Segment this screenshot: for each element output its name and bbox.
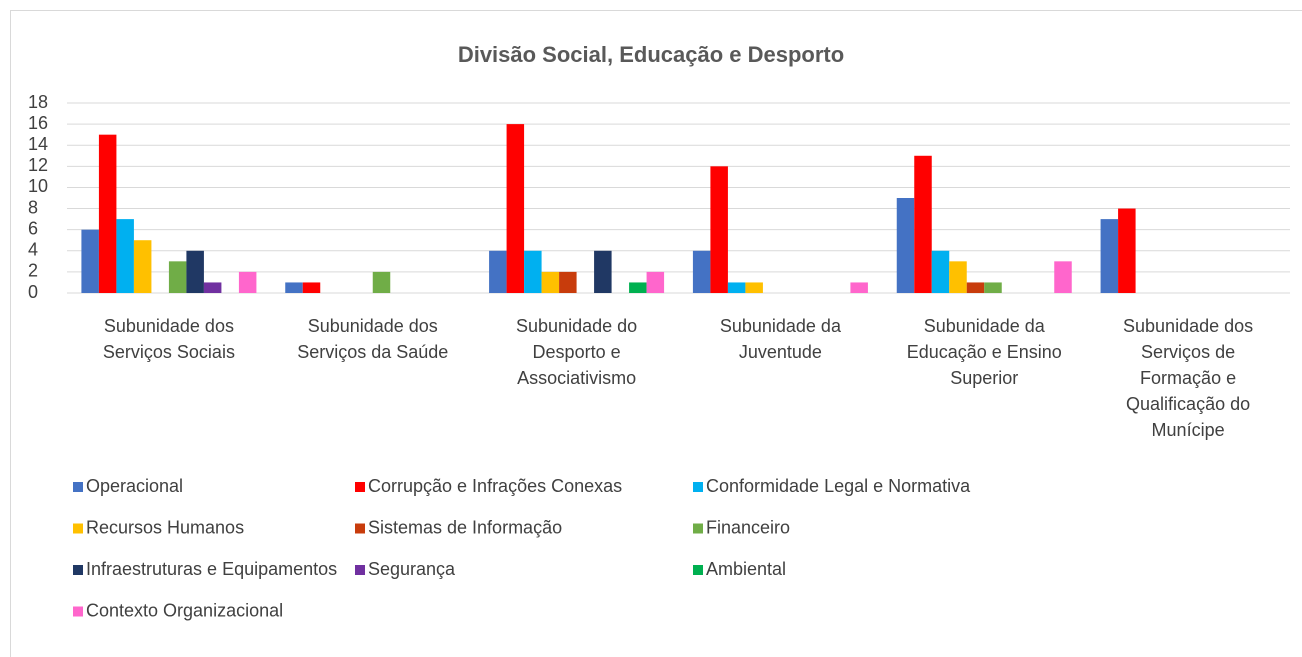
x-tick-label: Subunidade dos Serviços da Saúde: [297, 316, 448, 362]
bar: [285, 282, 303, 293]
y-tick-label: 6: [28, 218, 38, 238]
y-tick-label: 18: [28, 92, 48, 112]
bar: [710, 166, 728, 293]
bar: [914, 155, 932, 293]
legend-swatch: [693, 482, 703, 492]
legend-label: Contexto Organizacional: [86, 600, 283, 620]
legend-label: Conformidade Legal e Normativa: [706, 476, 971, 496]
legend-label: Financeiro: [706, 517, 790, 537]
x-tick-label: Subunidade da Educação e Ensino Superior: [907, 316, 1062, 388]
legend-swatch: [355, 565, 365, 575]
bar: [745, 282, 763, 293]
bar: [489, 250, 507, 293]
y-tick-label: 14: [28, 134, 48, 154]
bar: [524, 250, 542, 293]
bar: [81, 229, 99, 293]
bar: [727, 282, 746, 293]
y-tick-label: 16: [28, 113, 48, 133]
bar: [1054, 261, 1072, 293]
x-tick-label: Subunidade do Desporto e Associativismo: [516, 316, 637, 388]
x-tick-label: Subunidade dos Serviços Sociais: [103, 316, 235, 362]
legend-label: Infraestruturas e Equipamentos: [86, 559, 337, 579]
y-tick-label: 0: [28, 282, 38, 302]
bar: [168, 261, 187, 293]
bar: [541, 271, 560, 293]
bar: [949, 261, 967, 293]
bar: [203, 282, 222, 293]
legend-swatch: [355, 523, 365, 534]
legend-swatch: [73, 606, 83, 617]
y-tick-label: 10: [28, 176, 48, 196]
y-tick-label: 12: [28, 155, 48, 175]
legend-swatch: [693, 565, 703, 575]
legend-swatch: [73, 482, 83, 492]
bar: [629, 282, 647, 293]
bar: [966, 282, 985, 293]
bar: [133, 240, 152, 293]
legend-label: Operacional: [86, 476, 183, 496]
bar: [931, 250, 950, 293]
bar: [302, 282, 321, 293]
legend-label: Sistemas de Informação: [368, 517, 562, 537]
bar: [594, 250, 612, 293]
bar: [850, 282, 868, 293]
bar: [1100, 219, 1119, 293]
legend-swatch: [693, 523, 703, 534]
bar: [692, 250, 711, 293]
bar: [506, 124, 525, 293]
legend-label: Ambiental: [706, 559, 786, 579]
legend-label: Corrupção e Infrações Conexas: [368, 476, 622, 496]
bar: [984, 282, 1002, 293]
bar: [1118, 208, 1136, 293]
bar: [98, 134, 117, 293]
y-tick-label: 2: [28, 261, 38, 281]
bar: [238, 271, 257, 293]
x-tick-label: Subunidade dos Serviços de Formação e Quali…: [1123, 316, 1253, 440]
bar: [186, 250, 204, 293]
x-tick-label: Subunidade da Juventude: [720, 316, 842, 362]
legend-swatch: [73, 523, 83, 534]
legend-label: Recursos Humanos: [86, 517, 244, 537]
bar: [896, 198, 915, 293]
legend-swatch: [355, 482, 365, 492]
chart-border: [10, 10, 1302, 657]
bar: [559, 271, 577, 293]
bar: [372, 271, 391, 293]
y-tick-label: 8: [28, 197, 38, 217]
chart-title: Divisão Social, Educação e Desporto: [458, 42, 844, 67]
legend-label: Segurança: [368, 559, 456, 579]
bar: [116, 219, 134, 293]
bar: [646, 271, 665, 293]
y-tick-label: 4: [28, 240, 38, 260]
legend-swatch: [73, 565, 83, 575]
